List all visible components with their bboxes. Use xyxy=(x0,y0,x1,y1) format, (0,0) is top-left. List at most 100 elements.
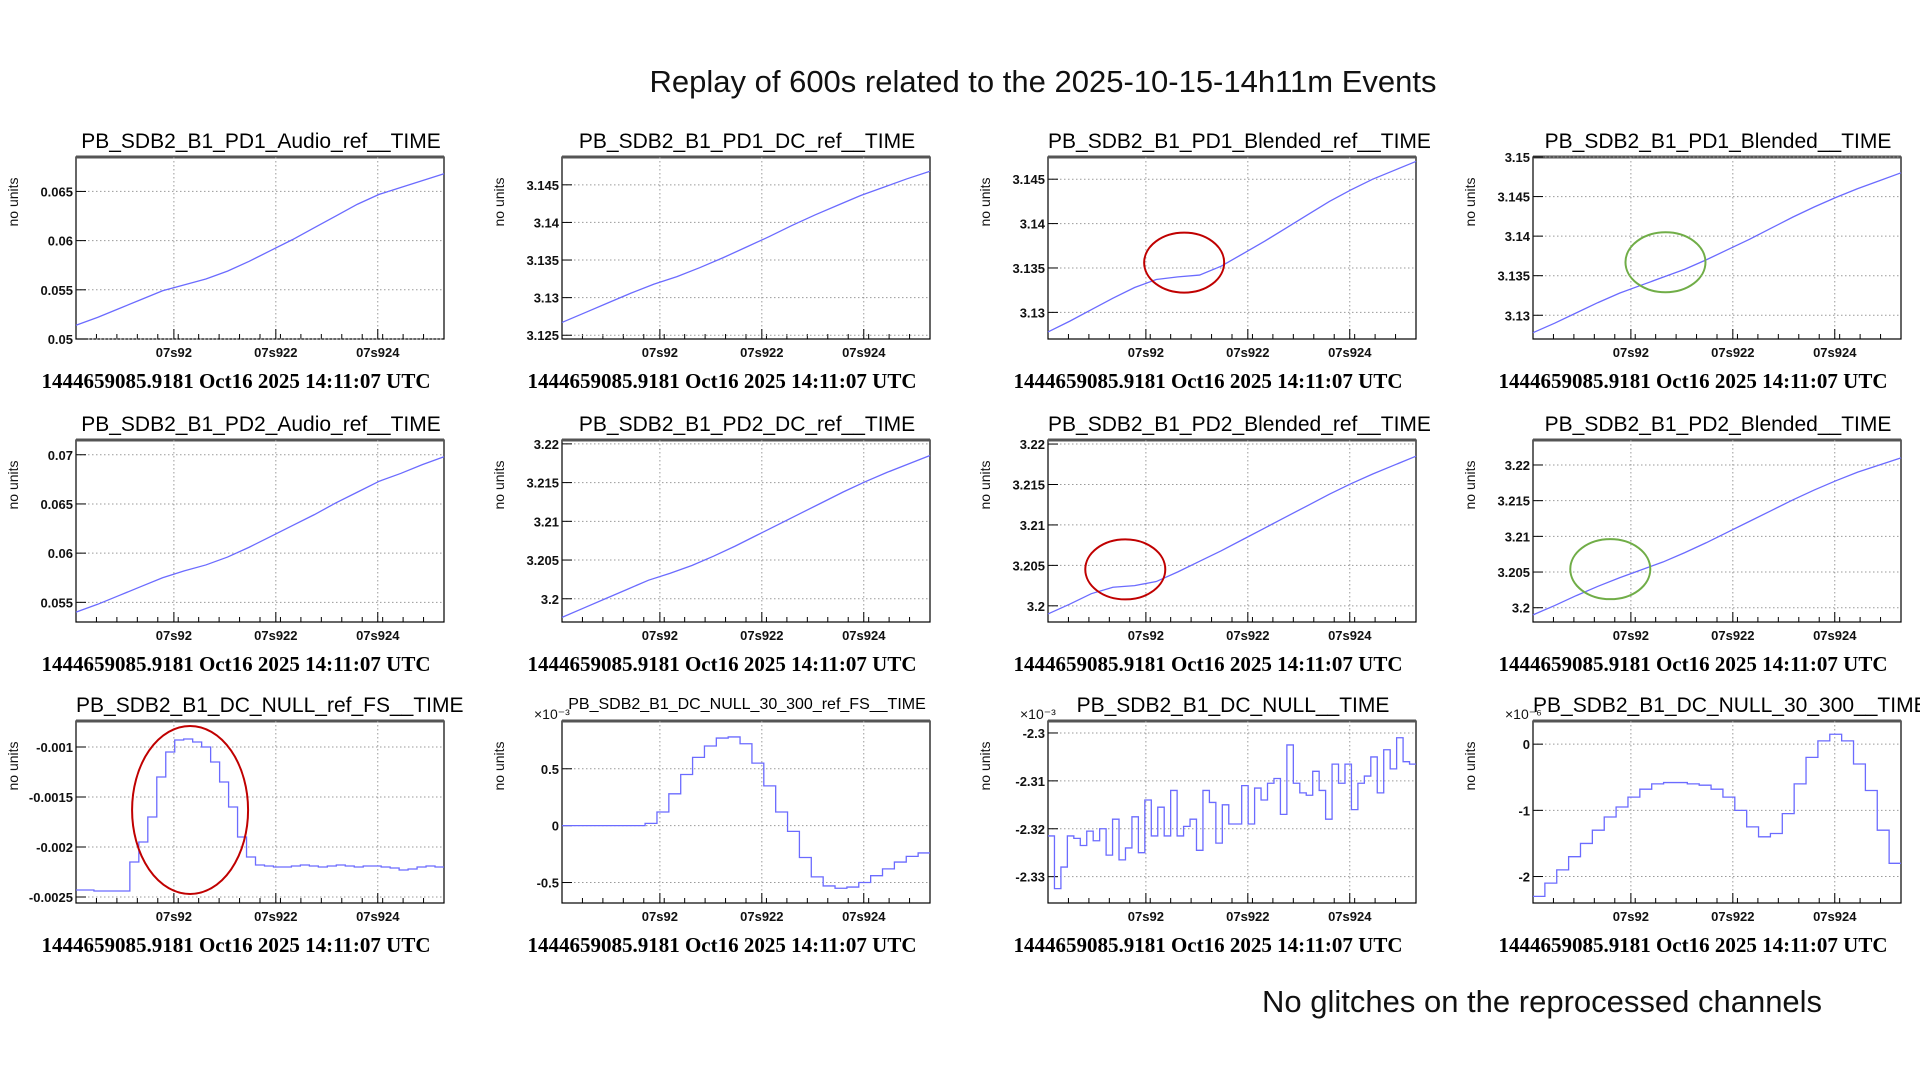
y-tick-label: 3.14 xyxy=(1505,229,1531,244)
chart-plot: 07s92 07s922 07s924 -2.3 -2.31 -2.32 -2.33 no u… xyxy=(977,706,1417,924)
x-tick-label: 07s922 xyxy=(254,345,297,360)
y-tick-label: -0.0015 xyxy=(29,790,73,805)
x-tick-label: 07s924 xyxy=(1813,345,1857,360)
chart-plot: 07s92 07s922 07s924 -0.001 -0.0015 -0.002 -0.0… xyxy=(5,719,445,924)
plot-frame xyxy=(75,720,445,904)
timestamp-label: 1444659085.9181 Oct16 2025 14:11:07 UTC xyxy=(527,369,917,393)
plot-frame xyxy=(561,439,931,623)
x-tick-label: 07s92 xyxy=(156,909,192,924)
y-axis-label: no units xyxy=(491,460,507,509)
chart-plot: 07s92 07s922 07s924 3.13 3.135 3.14 3.145 3.15 n… xyxy=(1462,150,1902,360)
x-tick-label: 07s922 xyxy=(1226,345,1269,360)
chart-panel: PB_SDB2_B1_PD2_Blended_ref__TIME 14446590… xyxy=(972,413,1432,676)
chart-panel: PB_SDB2_B1_DC_NULL_30_300__TIME 144465908… xyxy=(1457,694,1920,957)
y-axis-label: no units xyxy=(977,177,993,226)
y-tick-label: 3.14 xyxy=(1020,217,1046,232)
chart-plot: 07s92 07s922 07s924 0.055 0.06 0.065 0.07 no un… xyxy=(5,438,445,643)
footer-note: No glitches on the reprocessed channels xyxy=(1262,984,1823,1019)
y-tick-label: 3.21 xyxy=(534,514,559,529)
timestamp-label: 1444659085.9181 Oct16 2025 14:11:07 UTC xyxy=(1498,933,1888,957)
chart-panel: PB_SDB2_B1_PD2_DC_ref__TIME 1444659085.91… xyxy=(486,413,946,676)
slide-title: Replay of 600s related to the 2025-10-15… xyxy=(649,64,1437,99)
chart-title: PB_SDB2_B1_DC_NULL__TIME xyxy=(1076,694,1390,717)
timestamp-label: 1444659085.9181 Oct16 2025 14:11:07 UTC xyxy=(1013,652,1403,676)
y-tick-label: 3.135 xyxy=(1497,269,1530,284)
timestamp-label: 1444659085.9181 Oct16 2025 14:11:07 UTC xyxy=(1013,933,1403,957)
y-axis-label: no units xyxy=(5,460,21,509)
data-series-line xyxy=(1048,737,1416,890)
chart-panel: PB_SDB2_B1_PD1_Blended__TIME 1444659085.9… xyxy=(1457,130,1917,393)
data-series-line xyxy=(1533,733,1901,898)
chart-plot: 07s92 07s922 07s924 3.2 3.205 3.21 3.215 3.22 no… xyxy=(977,437,1417,643)
chart-title: PB_SDB2_B1_DC_NULL_30_300_ref_FS__TIME xyxy=(568,696,926,713)
x-tick-label: 07s924 xyxy=(1328,628,1372,643)
chart-title: PB_SDB2_B1_PD1_Blended_ref__TIME xyxy=(1048,130,1431,153)
y-tick-label: 3.135 xyxy=(1012,261,1045,276)
red-highlight-circle xyxy=(131,725,250,895)
y-tick-label: -0.5 xyxy=(537,876,559,891)
x-tick-label: 07s924 xyxy=(356,628,400,643)
plot-frame xyxy=(561,156,931,340)
y-tick-label: -2.33 xyxy=(1015,870,1045,885)
y-tick-label: 0.07 xyxy=(48,448,73,463)
timestamp-label: 1444659085.9181 Oct16 2025 14:11:07 UTC xyxy=(527,933,917,957)
chart-title: PB_SDB2_B1_DC_NULL_30_300__TIME xyxy=(1533,694,1920,717)
chart-title: PB_SDB2_B1_PD1_Blended__TIME xyxy=(1544,130,1892,153)
y-tick-label: 3.13 xyxy=(1505,308,1530,323)
x-tick-label: 07s922 xyxy=(1711,345,1754,360)
y-tick-label: 3.205 xyxy=(1497,565,1530,580)
x-tick-label: 07s924 xyxy=(1813,628,1857,643)
x-tick-label: 07s924 xyxy=(842,628,886,643)
x-tick-label: 07s92 xyxy=(156,345,192,360)
red-highlight-circle xyxy=(1084,538,1167,601)
chart-plot: 07s92 07s922 07s924 -0.5 0 0.5 no units ×10⁻³ xyxy=(491,706,931,924)
green-highlight-circle xyxy=(1624,231,1707,294)
chart-panel: PB_SDB2_B1_PD2_Blended__TIME 1444659085.9… xyxy=(1457,413,1917,676)
plot-frame xyxy=(561,720,931,904)
timestamp-label: 1444659085.9181 Oct16 2025 14:11:07 UTC xyxy=(41,652,431,676)
x-tick-label: 07s924 xyxy=(1813,909,1857,924)
x-tick-label: 07s92 xyxy=(156,628,192,643)
y-axis-label: no units xyxy=(1462,177,1478,226)
y-tick-label: -1 xyxy=(1518,803,1530,818)
x-tick-label: 07s922 xyxy=(254,628,297,643)
y-tick-label: 3.2 xyxy=(1027,599,1045,614)
x-tick-label: 07s922 xyxy=(740,345,783,360)
x-tick-label: 07s924 xyxy=(842,345,886,360)
y-tick-label: 3.215 xyxy=(1012,477,1045,492)
green-highlight-circle xyxy=(1569,538,1652,601)
data-series-line xyxy=(562,736,930,889)
y-tick-label: -2.3 xyxy=(1023,726,1045,741)
axis-multiplier: ×10⁻³ xyxy=(1020,706,1056,722)
chart-panel: PB_SDB2_B1_DC_NULL_ref_FS__TIME 144465908… xyxy=(0,694,464,957)
plot-frame xyxy=(75,156,445,340)
x-tick-label: 07s922 xyxy=(1226,628,1269,643)
data-series-line xyxy=(76,738,444,892)
plot-frame xyxy=(1047,439,1417,623)
x-tick-label: 07s92 xyxy=(1128,628,1164,643)
y-tick-label: 0.05 xyxy=(48,332,73,347)
chart-title: PB_SDB2_B1_PD1_Audio_ref__TIME xyxy=(81,130,441,153)
data-series-line xyxy=(561,170,931,324)
y-tick-label: 3.145 xyxy=(1012,172,1045,187)
y-axis-label: no units xyxy=(977,741,993,790)
y-axis-label: no units xyxy=(1462,741,1478,790)
x-tick-label: 07s92 xyxy=(1128,909,1164,924)
chart-panel: PB_SDB2_B1_PD1_Blended_ref__TIME 14446590… xyxy=(972,130,1432,393)
y-tick-label: 3.215 xyxy=(1497,494,1530,509)
x-tick-label: 07s92 xyxy=(642,628,678,643)
data-series-line xyxy=(1047,455,1417,615)
chart-title: PB_SDB2_B1_PD2_Audio_ref__TIME xyxy=(81,413,441,436)
plot-frame xyxy=(1532,439,1902,623)
chart-title: PB_SDB2_B1_PD1_DC_ref__TIME xyxy=(578,130,916,153)
y-tick-label: 3.215 xyxy=(526,476,559,491)
axis-multiplier: ×10⁻⁶ xyxy=(1505,706,1542,722)
chart-panel: PB_SDB2_B1_DC_NULL__TIME 1444659085.9181 … xyxy=(972,694,1432,957)
data-series-line xyxy=(75,173,445,326)
y-axis-label: no units xyxy=(977,460,993,509)
y-axis-label: no units xyxy=(491,741,507,790)
x-tick-label: 07s922 xyxy=(1711,628,1754,643)
chart-title: PB_SDB2_B1_PD2_DC_ref__TIME xyxy=(578,413,916,436)
y-tick-label: 0.065 xyxy=(40,184,73,199)
chart-plot: 07s92 07s922 07s924 -2 -1 0 no units ×10⁻⁶ xyxy=(1462,706,1902,924)
